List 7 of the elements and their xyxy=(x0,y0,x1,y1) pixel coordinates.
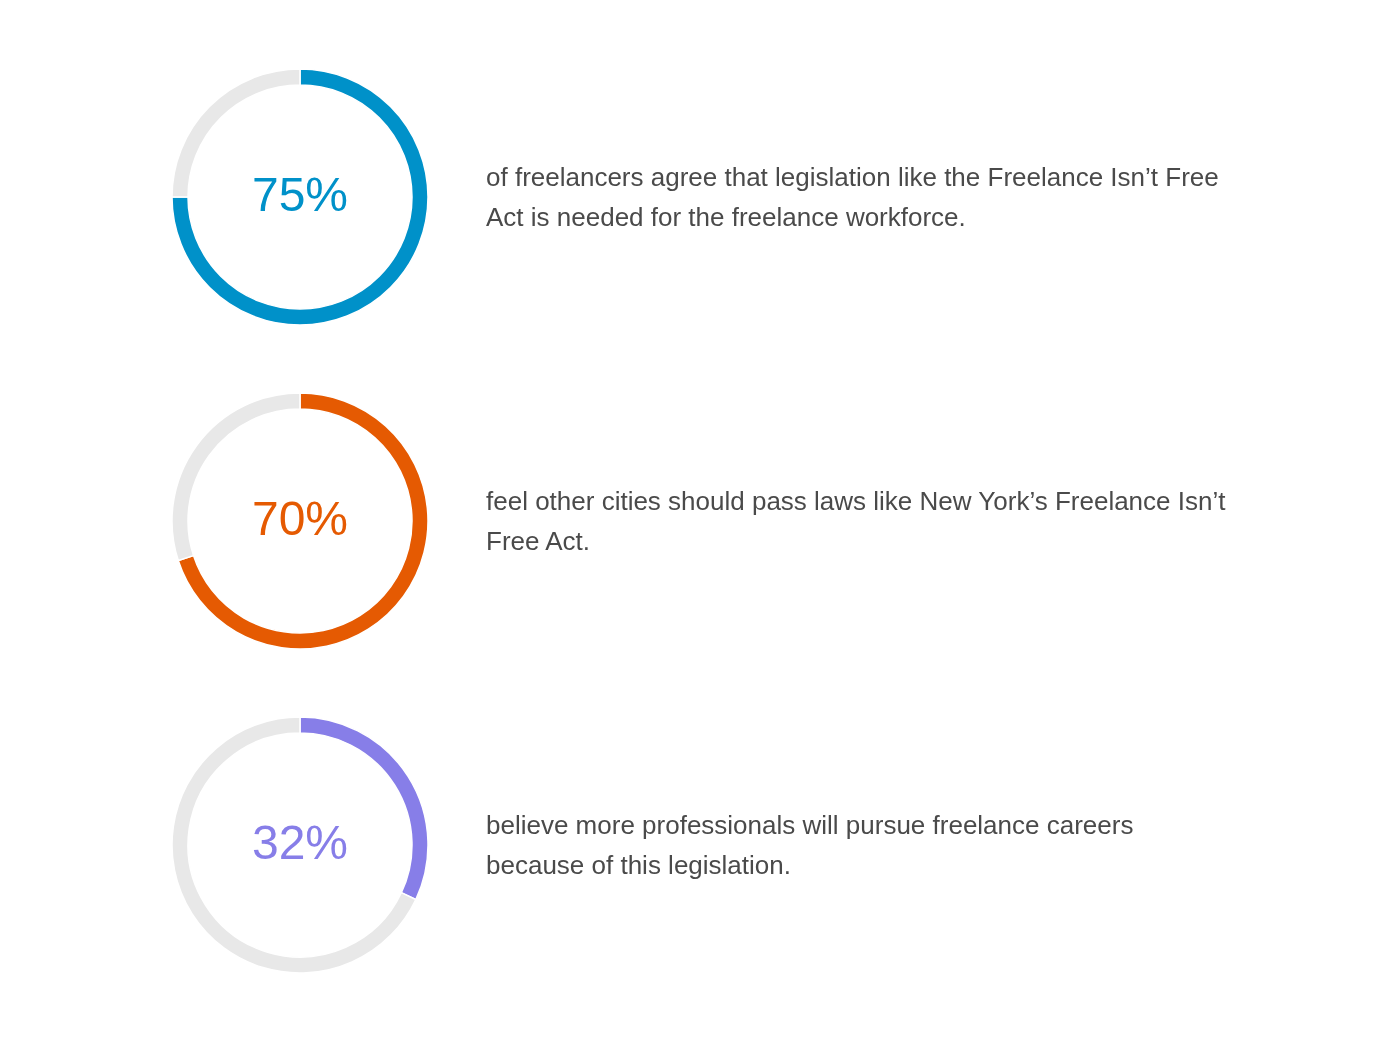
data-label: 32% xyxy=(251,816,349,869)
text: feel other cities should pass laws like New York’s Freelance Isn’t Free Act. xyxy=(486,485,1226,558)
text: believe more professionals will pursue freelance careers because of this legislation. xyxy=(486,809,1135,882)
donut-slice xyxy=(171,68,429,326)
data-label: 70% xyxy=(251,492,349,545)
data-label: 75% xyxy=(251,168,349,221)
text: of freelancers agree that legislation like the Freelance Isn’t Free Act is needed for the freelance workforce. xyxy=(486,161,1220,234)
